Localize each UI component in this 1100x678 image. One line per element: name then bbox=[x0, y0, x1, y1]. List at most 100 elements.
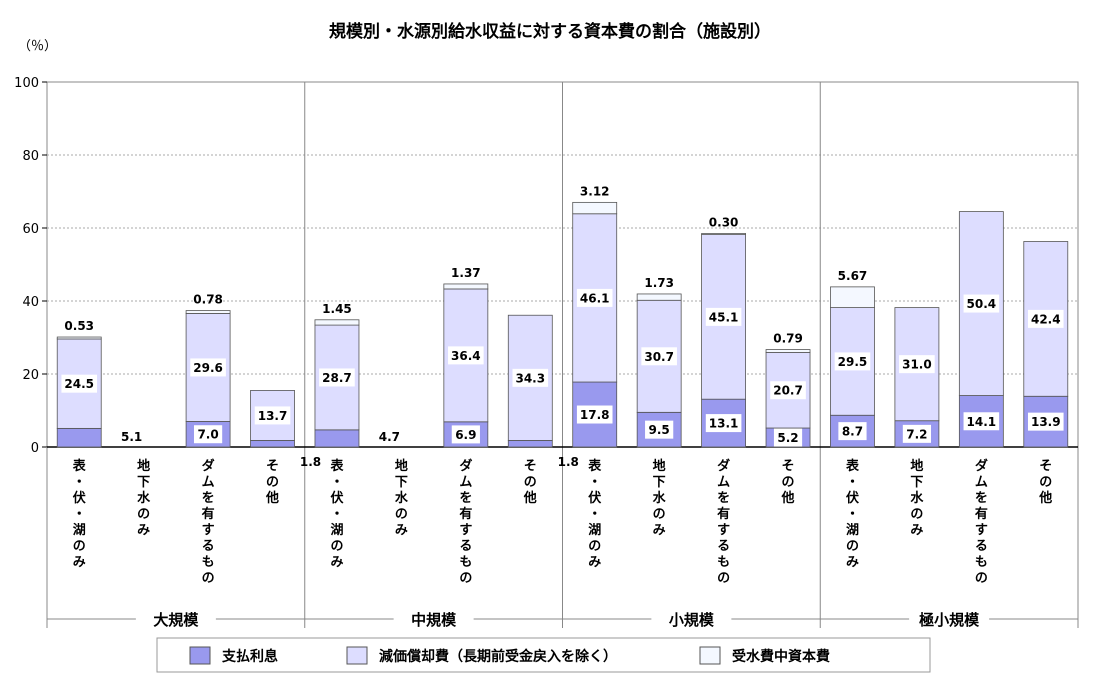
bar-segment bbox=[507, 440, 553, 448]
data-label-interest: 13.9 bbox=[1031, 415, 1061, 429]
data-label-interest: 1.8 bbox=[558, 455, 579, 469]
category-label-char: 表 bbox=[845, 458, 860, 474]
category-label-char: 他 bbox=[1038, 490, 1052, 506]
data-label-depreciation-bg bbox=[641, 347, 677, 366]
data-label-depreciation-bg bbox=[319, 368, 355, 387]
data-label-interest-bg bbox=[963, 412, 1000, 431]
data-label-interest: 1.8 bbox=[300, 455, 321, 469]
category-label-char: す bbox=[717, 523, 730, 538]
category-label-char: ・ bbox=[588, 475, 601, 490]
category-label-char: そ bbox=[524, 459, 537, 474]
category-label-char: 地 bbox=[395, 458, 408, 474]
category-label-char: 地 bbox=[910, 458, 923, 474]
data-label-interest-bg bbox=[645, 420, 674, 439]
bar-segment bbox=[572, 201, 618, 215]
bar-segment bbox=[765, 349, 811, 353]
data-label-depreciation: 28.7 bbox=[322, 371, 352, 385]
group-label-bg bbox=[135, 607, 216, 631]
y-tick-label: 80 bbox=[22, 149, 39, 164]
category-label-char: の bbox=[846, 539, 859, 554]
group-label: 小規模 bbox=[669, 611, 715, 629]
category-label-char: 下 bbox=[910, 475, 923, 490]
category-label-char: の bbox=[782, 475, 795, 490]
data-label-interest: 7.2 bbox=[906, 427, 927, 441]
category-label-char: の bbox=[73, 539, 86, 554]
category-label-char: ダ bbox=[459, 458, 472, 474]
category-label-char: 水 bbox=[653, 490, 667, 506]
data-label-depreciation: 36.4 bbox=[451, 349, 481, 363]
data-label-interest: 7.0 bbox=[197, 428, 218, 442]
data-label-interest: 5.2 bbox=[777, 431, 798, 445]
category-label-char: ・ bbox=[846, 475, 859, 490]
category-label-char: ・ bbox=[73, 507, 86, 522]
category-label-char: す bbox=[975, 523, 988, 538]
data-label-interest: 14.1 bbox=[967, 415, 997, 429]
category-label-char: ・ bbox=[330, 507, 343, 522]
y-tick-label: 20 bbox=[22, 368, 39, 383]
category-label-char: す bbox=[202, 523, 215, 538]
data-label-depreciation-bg bbox=[448, 346, 484, 365]
y-axis-label: （％） bbox=[18, 39, 57, 54]
bar-segment bbox=[830, 286, 875, 308]
bar-segment bbox=[636, 293, 682, 301]
category-label-char: ダ bbox=[202, 458, 215, 474]
data-label-interest: 5.1 bbox=[121, 430, 142, 444]
category-label-char: る bbox=[459, 539, 472, 554]
category-label-char: を bbox=[459, 491, 472, 506]
data-label-purchase: 1.45 bbox=[322, 302, 352, 316]
data-label-depreciation: 45.1 bbox=[709, 310, 739, 324]
data-label-interest-bg bbox=[705, 414, 742, 433]
category-label-char: も bbox=[202, 555, 215, 570]
category-label-char: の bbox=[588, 539, 601, 554]
category-label-char: 有 bbox=[202, 506, 215, 522]
y-tick-label: 40 bbox=[22, 295, 39, 310]
category-label-char: 他 bbox=[265, 490, 279, 506]
group-label-bg bbox=[651, 607, 732, 631]
bar-segment bbox=[56, 427, 102, 448]
category-label-char: 表 bbox=[72, 458, 87, 474]
legend bbox=[156, 637, 931, 673]
category-label-char: み bbox=[137, 523, 150, 538]
category-label-char: ダ bbox=[975, 458, 988, 474]
category-label-char: の bbox=[653, 507, 666, 522]
category-label-char: を bbox=[975, 491, 988, 506]
data-label-depreciation-bg bbox=[899, 355, 935, 374]
data-label-interest-bg bbox=[576, 405, 613, 424]
group-label: 大規模 bbox=[153, 611, 199, 629]
category-label-char: ・ bbox=[588, 507, 601, 522]
legend-swatch bbox=[189, 646, 211, 665]
category-label-char: る bbox=[202, 539, 215, 554]
data-label-depreciation: 50.4 bbox=[967, 297, 997, 311]
group-label: 極小規模 bbox=[918, 611, 980, 629]
legend-label: 支払利息 bbox=[221, 648, 278, 665]
category-label-char: ・ bbox=[73, 475, 86, 490]
category-label-char: 伏 bbox=[588, 490, 601, 506]
category-label-char: ・ bbox=[330, 475, 343, 490]
category-label-char: そ bbox=[1039, 459, 1052, 474]
category-label-char: 有 bbox=[975, 506, 988, 522]
data-label-depreciation: 34.3 bbox=[515, 371, 545, 385]
category-label-char: の bbox=[137, 507, 150, 522]
category-label-char: 湖 bbox=[73, 523, 86, 538]
category-label-char: そ bbox=[266, 459, 279, 474]
data-label-purchase: 1.73 bbox=[644, 276, 674, 290]
category-label-char: ・ bbox=[846, 507, 859, 522]
category-label-char: ム bbox=[975, 475, 988, 490]
category-label-char: 湖 bbox=[846, 523, 859, 538]
category-label-char: 湖 bbox=[588, 523, 601, 538]
category-label-char: 有 bbox=[717, 506, 730, 522]
category-label-char: の bbox=[910, 507, 923, 522]
y-tick-label: 60 bbox=[22, 222, 39, 237]
data-label-depreciation: 42.4 bbox=[1031, 312, 1061, 326]
category-label-char: ム bbox=[717, 475, 730, 490]
bar-segment bbox=[250, 440, 295, 448]
data-label-depreciation-bg bbox=[512, 368, 549, 387]
category-label-char: る bbox=[975, 539, 988, 554]
category-label-char: 他 bbox=[781, 490, 795, 506]
data-label-depreciation-bg bbox=[705, 307, 742, 326]
data-label-purchase: 1.37 bbox=[451, 266, 481, 280]
category-label-char: 水 bbox=[395, 490, 409, 506]
data-label-interest: 8.7 bbox=[842, 425, 863, 439]
category-label-char: ム bbox=[459, 475, 472, 490]
